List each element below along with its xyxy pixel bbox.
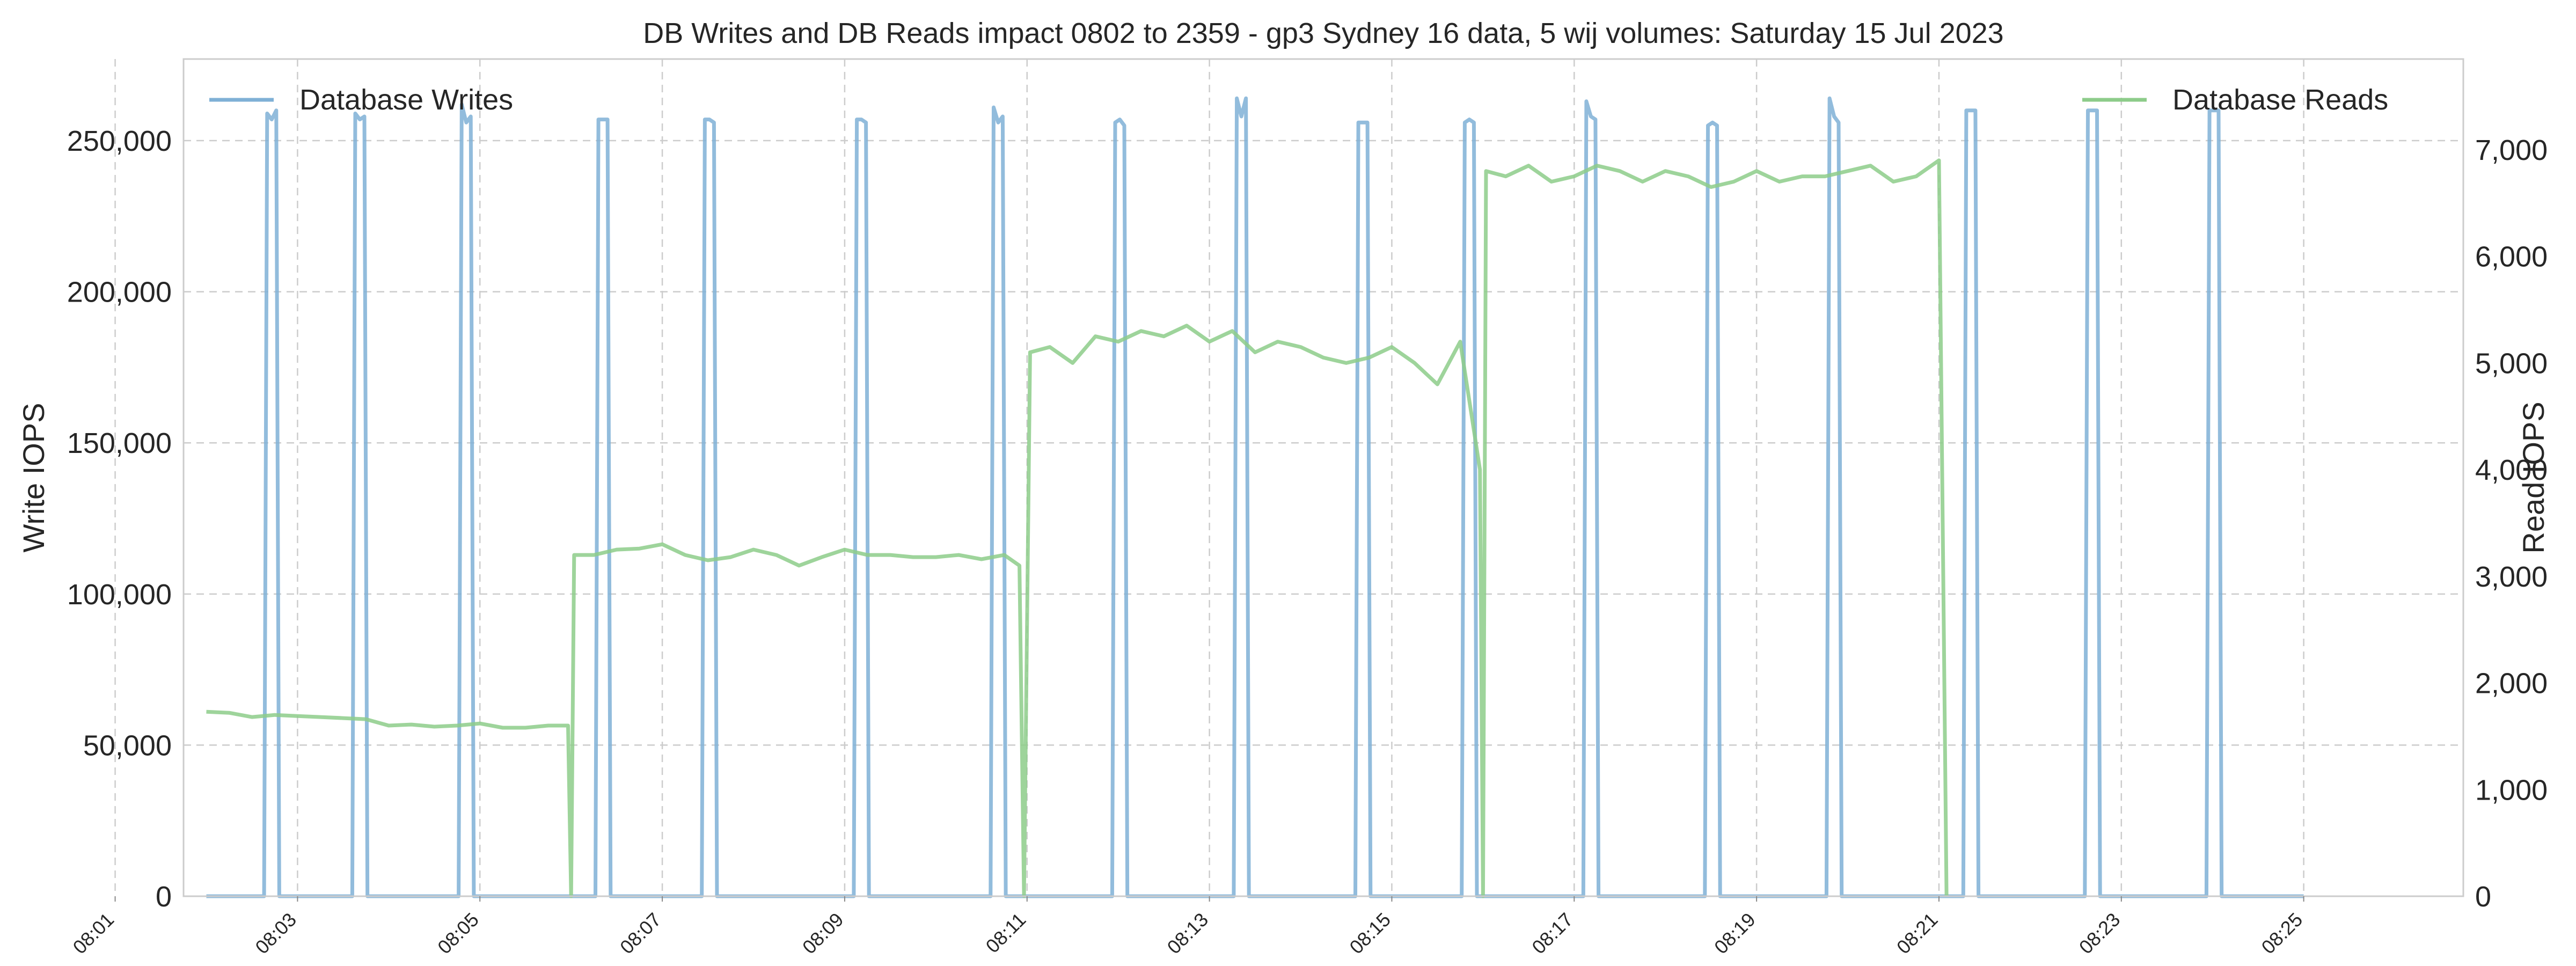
grid-lines [114, 59, 2463, 896]
y-tick-label-left: 200,000 [67, 276, 172, 309]
y-axis-label-right: Read IOPS [2516, 401, 2550, 553]
y-axis-label-left: Write IOPS [17, 402, 50, 552]
y-tick-label-right: 6,000 [2475, 241, 2548, 273]
y-tick-label-right: 3,000 [2475, 561, 2548, 593]
y-tick-label-right: 7,000 [2475, 134, 2548, 166]
legend-writes: Database Writes [209, 84, 513, 116]
series-line-database-writes [206, 96, 2304, 898]
legend-reads: Database Reads [2082, 84, 2388, 116]
legend-reads-label: Database Reads [2172, 84, 2388, 116]
plot-frame [182, 58, 2464, 897]
y-tick-label-left: 250,000 [67, 125, 172, 157]
y-tick-label-left: 50,000 [83, 729, 172, 762]
y-tick-label-left: 0 [156, 881, 172, 913]
y-tick-label-right: 4,000 [2475, 454, 2548, 486]
y-tick-label-right: 1,000 [2475, 774, 2548, 806]
y-tick-label-left: 150,000 [67, 427, 172, 459]
y-tick-label-right: 5,000 [2475, 347, 2548, 379]
series-lines [206, 96, 2304, 898]
y-tick-label-left: 100,000 [67, 579, 172, 611]
chart-title: DB Writes and DB Reads impact 0802 to 23… [643, 17, 2003, 49]
y-tick-label-right: 0 [2475, 881, 2491, 913]
series-line-database-reads [206, 158, 1949, 898]
y-tick-label-right: 2,000 [2475, 668, 2548, 700]
legend-writes-label: Database Writes [299, 84, 513, 116]
